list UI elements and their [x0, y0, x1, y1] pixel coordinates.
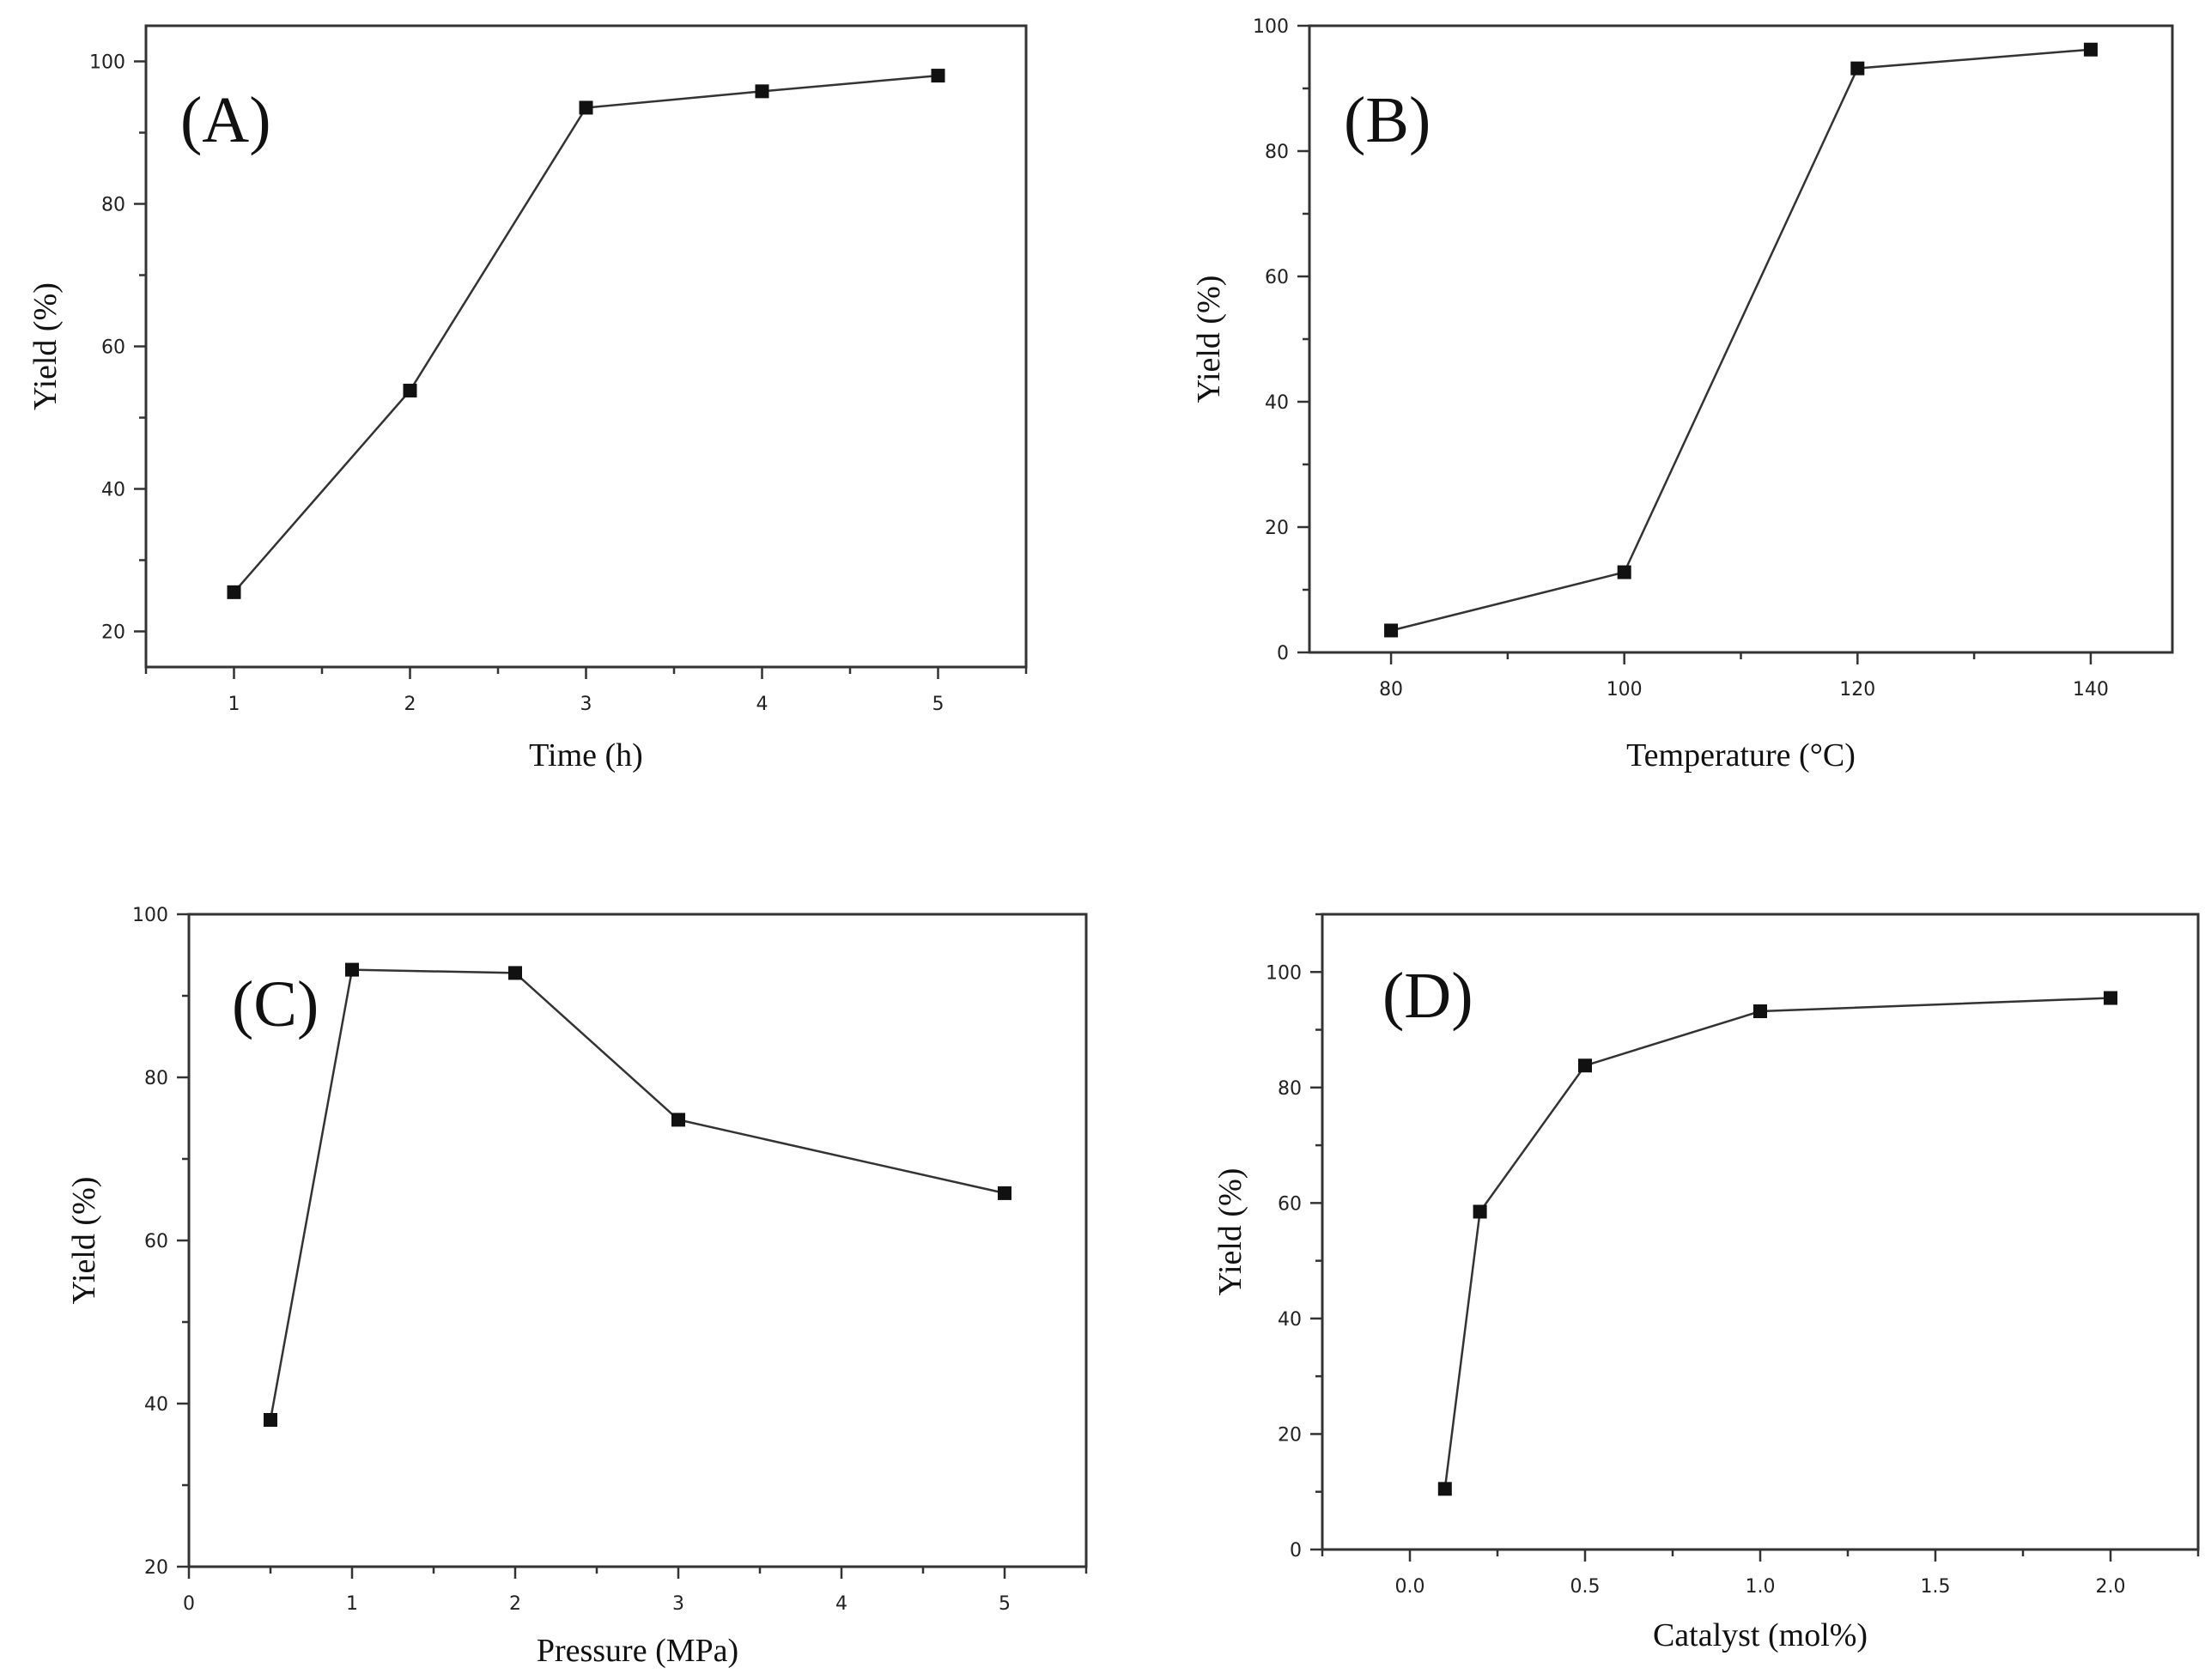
- y-tick-label: 100: [1253, 16, 1289, 38]
- x-axis-title: Time (h): [529, 737, 643, 773]
- data-point: [931, 69, 945, 83]
- data-point: [1437, 1482, 1452, 1496]
- y-tick-label: 40: [1265, 392, 1289, 414]
- x-tick-label: 1.5: [1921, 1576, 1951, 1598]
- panel-label: (D): [1382, 960, 1473, 1032]
- x-tick-label: 2.0: [2096, 1576, 2126, 1598]
- y-tick-label: 0: [1277, 643, 1289, 664]
- data-point: [579, 100, 593, 115]
- data-point: [1850, 61, 1865, 76]
- x-tick-label: 0.5: [1570, 1576, 1601, 1598]
- y-tick-label: 20: [1265, 518, 1289, 539]
- data-point: [403, 383, 417, 397]
- data-point: [1473, 1204, 1487, 1219]
- x-tick-label: 120: [1839, 679, 1875, 701]
- y-tick-label: 20: [101, 622, 125, 644]
- y-tick-label: 100: [89, 52, 125, 74]
- series-line: [1443, 997, 2111, 1489]
- x-tick-label: 100: [1607, 679, 1643, 701]
- data-point: [2104, 991, 2117, 1005]
- y-tick-label: 60: [1265, 267, 1289, 288]
- x-tick-label: 4: [835, 1593, 847, 1615]
- panel-label: (A): [180, 84, 271, 156]
- data-point: [671, 1113, 685, 1127]
- data-point: [1753, 1004, 1767, 1019]
- data-point: [508, 966, 522, 980]
- data-point: [1578, 1058, 1592, 1073]
- panel-a: 1 2 3 4 5 20 40 60 80 100 Time (h) Yield (%) (A): [27, 24, 1028, 773]
- x-tick-label: 0.0: [1395, 1576, 1425, 1598]
- data-point: [1384, 623, 1399, 638]
- x-tick-label: 140: [2073, 679, 2109, 701]
- x-axis-title: Catalyst (mol%): [1653, 1617, 1868, 1653]
- x-tick-label: 5: [999, 1593, 1011, 1615]
- data-point: [2083, 42, 2098, 57]
- y-tick-label: 0: [1290, 1540, 1302, 1562]
- y-axis-title: Yield (%): [27, 282, 64, 410]
- y-tick-label: 80: [101, 195, 125, 216]
- data-point: [1617, 565, 1631, 579]
- plot-frame: [1308, 24, 2174, 654]
- y-tick-label: 80: [144, 1068, 168, 1089]
- y-tick-label: 60: [1278, 1193, 1302, 1215]
- x-tick-label: 1.0: [1746, 1576, 1776, 1598]
- x-tick-label: 1: [346, 1593, 358, 1615]
- x-tick-label: 4: [756, 694, 768, 715]
- x-tick-label: 2: [509, 1593, 521, 1615]
- x-axis-title: Pressure (MPa): [537, 1633, 738, 1669]
- series-line: [233, 74, 938, 593]
- series-line: [1390, 48, 2092, 632]
- y-axis-title: Yield (%): [1191, 276, 1227, 403]
- x-tick-label: 80: [1379, 679, 1403, 701]
- y-tick-label: 80: [1278, 1078, 1302, 1100]
- y-tick-label: 20: [1278, 1424, 1302, 1446]
- x-tick-label: 0: [183, 1593, 195, 1615]
- data-point: [998, 1186, 1011, 1200]
- x-tick-label: 1: [228, 694, 240, 715]
- y-tick-label: 40: [101, 480, 125, 501]
- data-point: [227, 585, 241, 599]
- y-tick-label: 60: [144, 1231, 168, 1252]
- plot-frame: [144, 24, 1028, 669]
- x-tick-label: 3: [672, 1593, 684, 1615]
- data-point: [345, 962, 359, 977]
- y-tick-label: 100: [1266, 962, 1302, 984]
- y-axis-title: Yield (%): [1212, 1168, 1248, 1296]
- x-tick-label: 3: [580, 694, 592, 715]
- plot-frame: [187, 913, 1088, 1568]
- y-tick-label: 60: [101, 337, 125, 359]
- panel-label: (C): [232, 968, 319, 1040]
- x-tick-label: 5: [932, 694, 945, 715]
- x-tick-label: 2: [404, 694, 416, 715]
- data-point: [755, 84, 769, 99]
- panel-c: 0 1 2 3 4 5 20 40 60 80 100 Pressure (MPa) Yield (%)…: [66, 905, 1088, 1669]
- panel-label: (B): [1344, 84, 1431, 156]
- y-tick-label: 80: [1265, 142, 1289, 163]
- panel-b: 80 100 120 140 0 20 40 60 80 100 Temperature (°C) Y…: [1191, 16, 2174, 773]
- y-axis-title: Yield (%): [66, 1177, 102, 1305]
- y-tick-label: 40: [1278, 1309, 1302, 1331]
- y-tick-label: 20: [144, 1557, 168, 1579]
- data-point: [264, 1413, 277, 1427]
- series-line: [269, 968, 1005, 1421]
- x-axis-title: Temperature (°C): [1626, 737, 1856, 773]
- y-tick-label: 40: [144, 1394, 168, 1416]
- panel-d: 0.0 0.5 1.0 1.5 2.0 0 20 40 60 80 100 Catalyst (mol…: [1212, 913, 2200, 1653]
- y-tick-label: 100: [132, 905, 168, 926]
